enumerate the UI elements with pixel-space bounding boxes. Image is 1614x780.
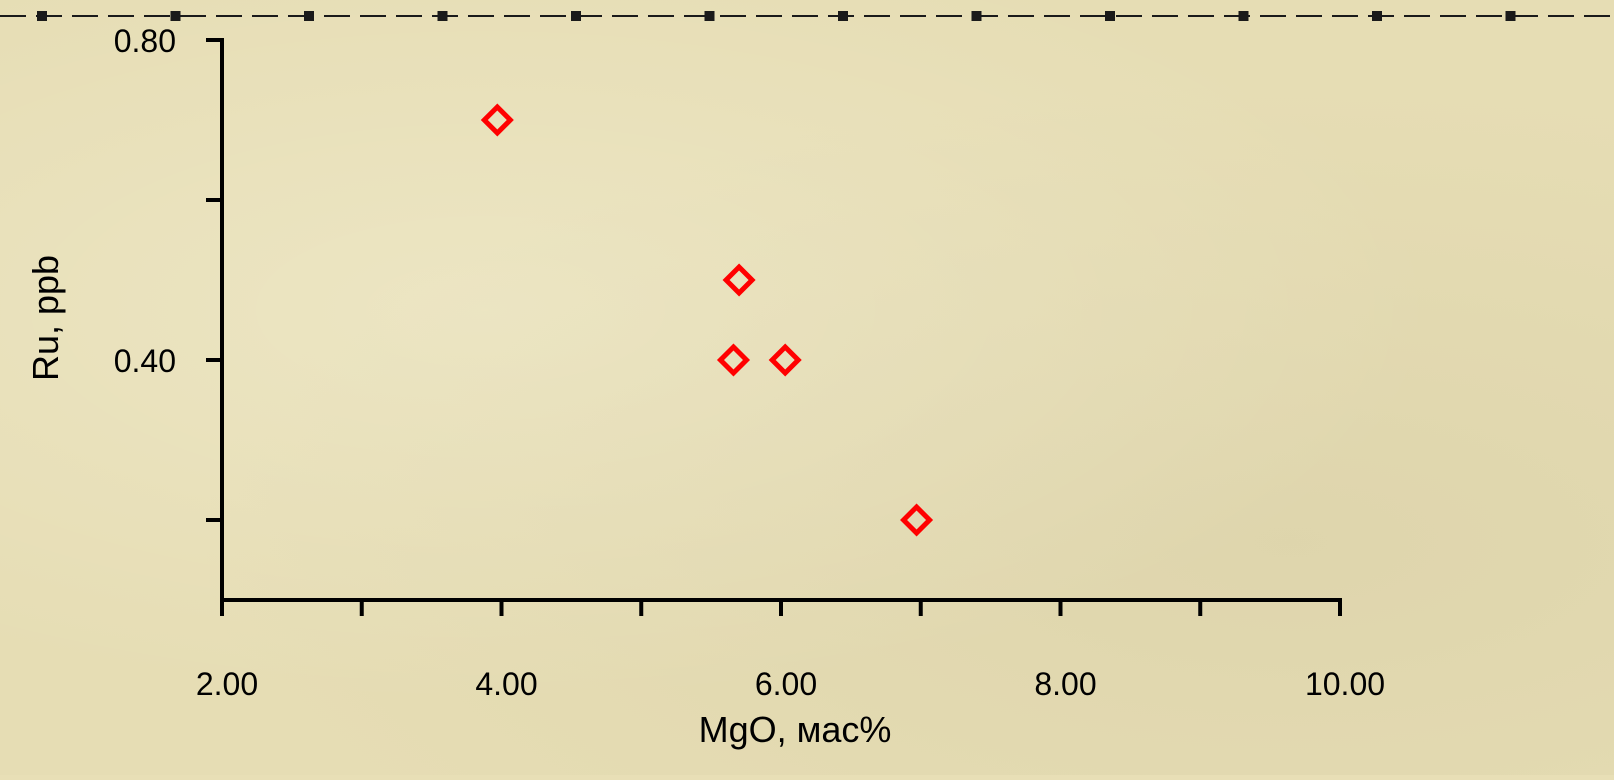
data-point (716, 343, 751, 377)
y-tick-label: 0.40 (114, 343, 176, 379)
data-point (480, 103, 514, 137)
x-axis-label: MgO, мас% (699, 709, 892, 750)
y-tick-label: 0.80 (114, 23, 176, 59)
x-tick-label: 10.00 (1305, 666, 1385, 702)
ticks: 0.40 0.80 2.00 4.00 6.00 8.00 10.00 (114, 23, 1385, 702)
top-border-marker (838, 11, 848, 21)
dashed-top-border (0, 11, 1614, 21)
top-border-marker (304, 11, 314, 21)
top-border-marker (437, 11, 448, 21)
y-axis-label: Ru, ppb (25, 255, 66, 381)
top-border-marker (37, 11, 47, 21)
data-point (722, 263, 756, 297)
top-border-marker (170, 11, 181, 21)
data-points (480, 103, 934, 537)
top-border-marker (571, 11, 581, 21)
x-tick-label: 4.00 (475, 666, 537, 702)
top-border-marker (1505, 11, 1516, 21)
top-border-marker (971, 11, 982, 21)
data-point (900, 503, 934, 537)
axes (220, 38, 1342, 602)
top-border-marker (1238, 11, 1249, 21)
x-tick-label: 6.00 (755, 666, 817, 702)
top-border-marker (1105, 11, 1115, 21)
top-border-marker (704, 11, 715, 21)
x-tick-label: 8.00 (1034, 666, 1096, 702)
top-border-marker (1372, 11, 1382, 21)
data-point (768, 343, 802, 377)
x-tick-label: 2.00 (196, 666, 258, 702)
